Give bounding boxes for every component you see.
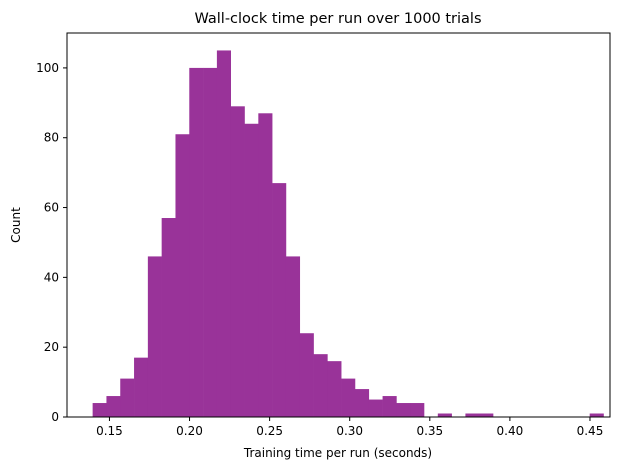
histogram-bar [134, 357, 149, 417]
y-tick-label: 0 [51, 410, 59, 424]
x-axis-ticks: 0.15 0.20 0.25 0.30 0.35 0.40 0.45 [96, 417, 603, 438]
y-tick-label: 20 [44, 340, 59, 354]
x-axis-label: Training time per run (seconds) [243, 446, 432, 460]
histogram-bar [410, 403, 425, 417]
histogram-bar [258, 113, 273, 417]
y-tick-label: 80 [44, 131, 59, 145]
histogram-bar [120, 378, 135, 417]
histogram-bar [354, 389, 370, 417]
histogram-bar [479, 413, 494, 417]
histogram-bar [341, 378, 356, 417]
chart-title: Wall-clock time per run over 1000 trials [194, 11, 481, 27]
histogram-bar [272, 183, 287, 417]
histogram-bar [382, 396, 397, 417]
x-tick-label: 0.45 [577, 424, 604, 438]
histogram-bar [189, 67, 204, 417]
histogram-bar [327, 361, 342, 417]
histogram-bar [230, 106, 245, 417]
histogram-bar [285, 256, 301, 417]
y-axis-ticks: 0 20 40 60 80 100 [36, 61, 67, 424]
y-axis-label: Count [9, 207, 23, 243]
histogram-bar [92, 403, 107, 417]
y-tick-label: 100 [36, 61, 59, 75]
bars-group [92, 50, 604, 418]
x-tick-label: 0.25 [256, 424, 283, 438]
x-tick-label: 0.20 [176, 424, 203, 438]
histogram-bar [299, 333, 314, 417]
x-tick-label: 0.35 [416, 424, 443, 438]
histogram-bar [203, 67, 218, 417]
histogram-bar [313, 354, 328, 417]
histogram-bar [106, 396, 121, 417]
histogram-bar [589, 413, 604, 417]
x-tick-label: 0.40 [497, 424, 524, 438]
x-tick-label: 0.30 [336, 424, 363, 438]
histogram-bar [368, 399, 383, 417]
histogram-bar [465, 413, 480, 417]
x-tick-label: 0.15 [96, 424, 123, 438]
y-tick-label: 60 [44, 201, 59, 215]
histogram-bar [437, 413, 452, 417]
histogram-bar [216, 50, 231, 417]
plot-frame [66, 32, 611, 418]
histogram-bar [244, 123, 259, 417]
y-tick-label: 40 [44, 270, 59, 284]
histogram-bar [161, 218, 176, 417]
histogram-bar [396, 403, 411, 417]
histogram-bar [147, 256, 162, 417]
histogram-bar [175, 134, 190, 418]
